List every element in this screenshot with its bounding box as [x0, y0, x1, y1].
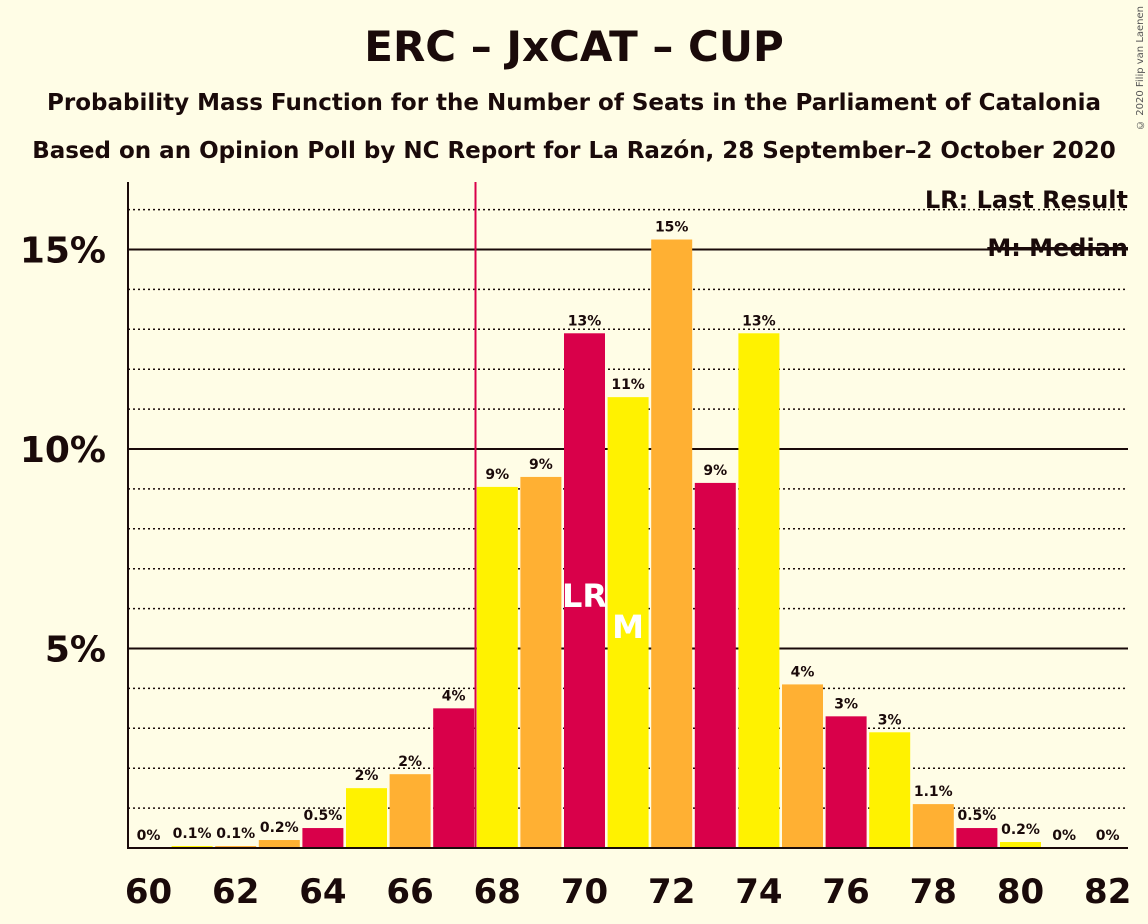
data-label: 0.2%: [1001, 822, 1040, 838]
bar-seats-76: [825, 716, 867, 848]
bar-seats-64: [302, 828, 344, 848]
y-tick-label: 15%: [20, 231, 106, 272]
bar-seats-72: [651, 239, 693, 848]
data-label: 13%: [742, 313, 776, 329]
bar-seats-70: [564, 333, 605, 848]
x-tick-label: 80: [997, 872, 1044, 912]
data-label: 0.1%: [173, 826, 212, 842]
data-label: 4%: [442, 688, 466, 704]
chart-subtitle-source: Based on an Opinion Poll by NC Report fo…: [32, 138, 1116, 164]
data-label: 0.1%: [216, 826, 255, 842]
data-label: 4%: [791, 664, 815, 680]
data-label: 1.1%: [914, 784, 953, 800]
copyright-notice: © 2020 Filip van Laenen: [1135, 6, 1146, 130]
bar-seats-68: [476, 486, 518, 848]
x-tick-label: 70: [561, 872, 608, 912]
data-label: 13%: [568, 313, 602, 329]
data-label: 11%: [611, 377, 645, 393]
bar-seats-79: [956, 828, 998, 848]
data-label: 9%: [485, 467, 509, 483]
bar-seats-67: [433, 708, 475, 848]
x-tick-label: 72: [648, 872, 695, 912]
bar-seats-77: [869, 732, 911, 848]
bar-seats-65: [346, 788, 387, 848]
data-label: 3%: [834, 696, 858, 712]
x-tick-label: 68: [474, 872, 521, 912]
bar-seats-80: [1000, 842, 1041, 848]
data-label: 9%: [529, 457, 553, 473]
x-tick-label: 74: [735, 872, 782, 912]
legend-last-result: LR: Last Result: [924, 186, 1128, 214]
y-tick-label: 10%: [20, 430, 106, 471]
data-label: 0%: [1096, 828, 1120, 844]
data-label: 0%: [1052, 828, 1076, 844]
median-marker: M: [612, 608, 644, 646]
bar-seats-69: [520, 476, 562, 848]
x-tick-label: 78: [910, 872, 957, 912]
data-label: 0.2%: [260, 820, 299, 836]
x-tick-label: 60: [125, 872, 172, 912]
x-tick-label: 82: [1084, 872, 1131, 912]
x-tick-label: 76: [822, 872, 869, 912]
data-label: 0%: [137, 828, 161, 844]
data-label: 0.5%: [303, 808, 342, 824]
x-tick-label: 62: [212, 872, 259, 912]
bar-seats-66: [389, 774, 431, 848]
data-label: 15%: [655, 220, 689, 236]
chart-subtitle: Probability Mass Function for the Number…: [47, 90, 1101, 116]
chart-title: ERC – JxCAT – CUP: [364, 22, 784, 71]
bar-seats-78: [912, 804, 954, 848]
data-label: 2%: [355, 768, 379, 784]
bar-seats-74: [738, 333, 780, 848]
data-label: 2%: [398, 754, 422, 770]
data-label: 0.5%: [957, 808, 996, 824]
y-tick-label: 5%: [45, 630, 106, 671]
legend-median: M: Median: [987, 234, 1128, 262]
data-label: 9%: [703, 463, 727, 479]
data-label: 3%: [878, 712, 902, 728]
x-tick-label: 64: [299, 872, 346, 912]
bar-seats-63: [258, 840, 300, 848]
bar-seats-73: [694, 482, 736, 848]
last-result-marker: LR: [562, 577, 607, 615]
x-tick-label: 66: [386, 872, 433, 912]
bar-seats-71: [607, 397, 649, 848]
bar-seats-75: [782, 684, 823, 848]
